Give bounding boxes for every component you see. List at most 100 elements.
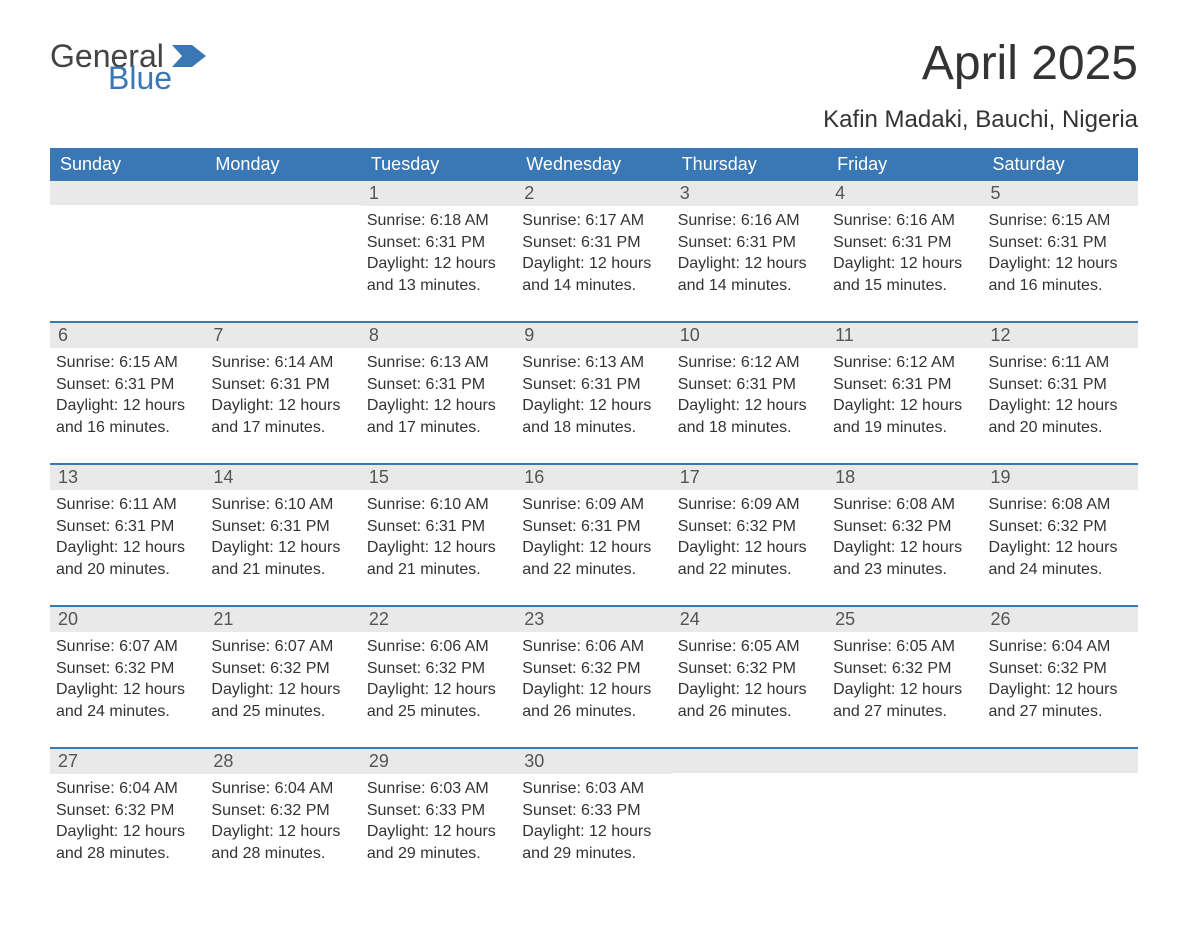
day-cell: 1Sunrise: 6:18 AMSunset: 6:31 PMDaylight… xyxy=(361,181,516,321)
day-data: Sunrise: 6:16 AMSunset: 6:31 PMDaylight:… xyxy=(672,206,827,296)
sunset-text: Sunset: 6:32 PM xyxy=(833,516,976,538)
day-cell xyxy=(827,749,982,889)
day-data: Sunrise: 6:10 AMSunset: 6:31 PMDaylight:… xyxy=(205,490,360,580)
day-cell: 7Sunrise: 6:14 AMSunset: 6:31 PMDaylight… xyxy=(205,323,360,463)
dow-saturday: Saturday xyxy=(983,148,1138,181)
daylight-line1: Daylight: 12 hours xyxy=(522,537,665,559)
daylight-line1: Daylight: 12 hours xyxy=(678,537,821,559)
sunset-text: Sunset: 6:31 PM xyxy=(989,374,1132,396)
daylight-line2: and 29 minutes. xyxy=(367,843,510,865)
sunrise-text: Sunrise: 6:03 AM xyxy=(522,778,665,800)
sunrise-text: Sunrise: 6:10 AM xyxy=(367,494,510,516)
daylight-line1: Daylight: 12 hours xyxy=(367,821,510,843)
day-number: 10 xyxy=(672,323,827,348)
daylight-line2: and 16 minutes. xyxy=(989,275,1132,297)
day-number: 23 xyxy=(516,607,671,632)
day-data: Sunrise: 6:11 AMSunset: 6:31 PMDaylight:… xyxy=(983,348,1138,438)
day-number: 14 xyxy=(205,465,360,490)
title-block: April 2025 Kafin Madaki, Bauchi, Nigeria xyxy=(823,40,1138,134)
sunrise-text: Sunrise: 6:15 AM xyxy=(989,210,1132,232)
day-cell: 21Sunrise: 6:07 AMSunset: 6:32 PMDayligh… xyxy=(205,607,360,747)
day-data: Sunrise: 6:09 AMSunset: 6:32 PMDaylight:… xyxy=(672,490,827,580)
sunset-text: Sunset: 6:31 PM xyxy=(211,374,354,396)
day-data: Sunrise: 6:05 AMSunset: 6:32 PMDaylight:… xyxy=(672,632,827,722)
day-cell: 24Sunrise: 6:05 AMSunset: 6:32 PMDayligh… xyxy=(672,607,827,747)
day-number: 20 xyxy=(50,607,205,632)
day-of-week-header: Sunday Monday Tuesday Wednesday Thursday… xyxy=(50,148,1138,181)
day-data: Sunrise: 6:06 AMSunset: 6:32 PMDaylight:… xyxy=(516,632,671,722)
sunrise-text: Sunrise: 6:16 AM xyxy=(678,210,821,232)
daylight-line2: and 23 minutes. xyxy=(833,559,976,581)
sunrise-text: Sunrise: 6:12 AM xyxy=(833,352,976,374)
week-row: 1Sunrise: 6:18 AMSunset: 6:31 PMDaylight… xyxy=(50,181,1138,321)
day-data: Sunrise: 6:12 AMSunset: 6:31 PMDaylight:… xyxy=(827,348,982,438)
day-number: 2 xyxy=(516,181,671,206)
sunrise-text: Sunrise: 6:13 AM xyxy=(522,352,665,374)
daylight-line1: Daylight: 12 hours xyxy=(56,821,199,843)
sunset-text: Sunset: 6:31 PM xyxy=(678,374,821,396)
day-data: Sunrise: 6:07 AMSunset: 6:32 PMDaylight:… xyxy=(205,632,360,722)
day-cell: 28Sunrise: 6:04 AMSunset: 6:32 PMDayligh… xyxy=(205,749,360,889)
daylight-line2: and 20 minutes. xyxy=(989,417,1132,439)
sunset-text: Sunset: 6:32 PM xyxy=(211,800,354,822)
day-number: 27 xyxy=(50,749,205,774)
day-number: 25 xyxy=(827,607,982,632)
daylight-line2: and 20 minutes. xyxy=(56,559,199,581)
day-cell: 23Sunrise: 6:06 AMSunset: 6:32 PMDayligh… xyxy=(516,607,671,747)
day-number xyxy=(672,749,827,773)
sunrise-text: Sunrise: 6:04 AM xyxy=(56,778,199,800)
day-cell: 19Sunrise: 6:08 AMSunset: 6:32 PMDayligh… xyxy=(983,465,1138,605)
day-data: Sunrise: 6:15 AMSunset: 6:31 PMDaylight:… xyxy=(983,206,1138,296)
day-number: 3 xyxy=(672,181,827,206)
day-data: Sunrise: 6:15 AMSunset: 6:31 PMDaylight:… xyxy=(50,348,205,438)
day-data: Sunrise: 6:18 AMSunset: 6:31 PMDaylight:… xyxy=(361,206,516,296)
sunrise-text: Sunrise: 6:07 AM xyxy=(56,636,199,658)
daylight-line2: and 17 minutes. xyxy=(211,417,354,439)
daylight-line1: Daylight: 12 hours xyxy=(833,253,976,275)
sunrise-text: Sunrise: 6:08 AM xyxy=(989,494,1132,516)
daylight-line1: Daylight: 12 hours xyxy=(833,537,976,559)
sunrise-text: Sunrise: 6:16 AM xyxy=(833,210,976,232)
day-cell: 13Sunrise: 6:11 AMSunset: 6:31 PMDayligh… xyxy=(50,465,205,605)
week-row: 20Sunrise: 6:07 AMSunset: 6:32 PMDayligh… xyxy=(50,605,1138,747)
daylight-line2: and 24 minutes. xyxy=(989,559,1132,581)
day-number: 22 xyxy=(361,607,516,632)
day-number: 19 xyxy=(983,465,1138,490)
daylight-line1: Daylight: 12 hours xyxy=(989,395,1132,417)
day-number: 8 xyxy=(361,323,516,348)
sunrise-text: Sunrise: 6:14 AM xyxy=(211,352,354,374)
sunset-text: Sunset: 6:31 PM xyxy=(522,232,665,254)
day-cell xyxy=(205,181,360,321)
day-cell: 26Sunrise: 6:04 AMSunset: 6:32 PMDayligh… xyxy=(983,607,1138,747)
day-number: 29 xyxy=(361,749,516,774)
day-cell xyxy=(983,749,1138,889)
daylight-line2: and 27 minutes. xyxy=(833,701,976,723)
sunrise-text: Sunrise: 6:11 AM xyxy=(56,494,199,516)
week-row: 27 Sunrise: 6:04 AM Sunset: 6:32 PM Dayligh… xyxy=(50,747,1138,889)
daylight-line1: Daylight: 12 hours xyxy=(522,821,665,843)
day-cell: 2Sunrise: 6:17 AMSunset: 6:31 PMDaylight… xyxy=(516,181,671,321)
day-number xyxy=(205,181,360,205)
sunrise-text: Sunrise: 6:05 AM xyxy=(678,636,821,658)
sunrise-text: Sunrise: 6:06 AM xyxy=(367,636,510,658)
daylight-line2: and 26 minutes. xyxy=(678,701,821,723)
day-data: Sunrise: 6:11 AMSunset: 6:31 PMDaylight:… xyxy=(50,490,205,580)
day-data: Sunrise: 6:08 AMSunset: 6:32 PMDaylight:… xyxy=(827,490,982,580)
sunset-text: Sunset: 6:31 PM xyxy=(211,516,354,538)
daylight-line1: Daylight: 12 hours xyxy=(367,537,510,559)
day-data: Sunrise: 6:06 AMSunset: 6:32 PMDaylight:… xyxy=(361,632,516,722)
day-cell: 9Sunrise: 6:13 AMSunset: 6:31 PMDaylight… xyxy=(516,323,671,463)
day-data: Sunrise: 6:16 AMSunset: 6:31 PMDaylight:… xyxy=(827,206,982,296)
sunrise-text: Sunrise: 6:08 AM xyxy=(833,494,976,516)
day-cell: 27Sunrise: 6:04 AMSunset: 6:32 PMDayligh… xyxy=(50,749,205,889)
day-cell: 11Sunrise: 6:12 AMSunset: 6:31 PMDayligh… xyxy=(827,323,982,463)
day-cell: 15Sunrise: 6:10 AMSunset: 6:31 PMDayligh… xyxy=(361,465,516,605)
day-data: Sunrise: 6:13 AMSunset: 6:31 PMDaylight:… xyxy=(516,348,671,438)
sunrise-text: Sunrise: 6:18 AM xyxy=(367,210,510,232)
brand-part2: Blue xyxy=(108,62,206,94)
sunrise-text: Sunrise: 6:06 AM xyxy=(522,636,665,658)
daylight-line2: and 15 minutes. xyxy=(833,275,976,297)
daylight-line1: Daylight: 12 hours xyxy=(211,537,354,559)
daylight-line1: Daylight: 12 hours xyxy=(56,395,199,417)
day-cell: 14Sunrise: 6:10 AMSunset: 6:31 PMDayligh… xyxy=(205,465,360,605)
